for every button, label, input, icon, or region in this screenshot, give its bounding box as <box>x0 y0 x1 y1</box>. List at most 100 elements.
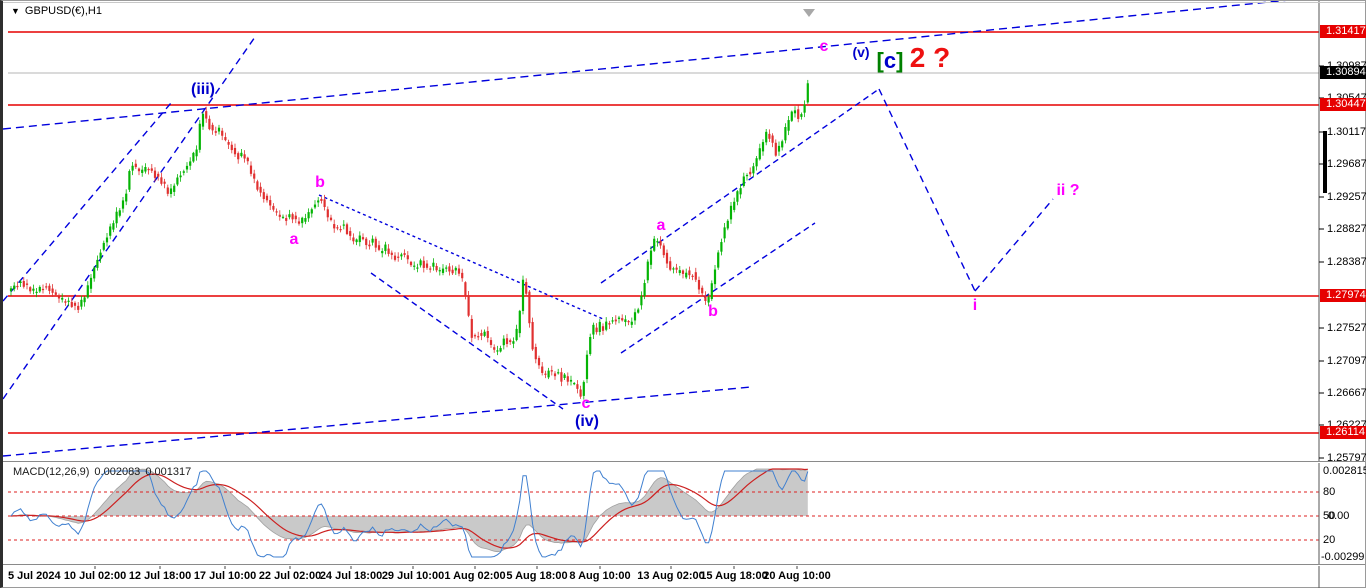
wave-label[interactable]: (v) <box>852 44 870 60</box>
candle-body <box>665 252 669 264</box>
trendline[interactable] <box>318 194 604 320</box>
candle-body <box>438 270 441 272</box>
candle-body <box>230 144 233 151</box>
candle-body <box>589 337 592 355</box>
candle-body <box>797 109 800 119</box>
trendline[interactable] <box>3 36 256 400</box>
wave-label-bracketed[interactable]: [c] <box>877 48 904 74</box>
trendline[interactable] <box>974 198 1054 292</box>
candle-body <box>793 110 797 114</box>
candle-body <box>121 200 125 209</box>
trendline[interactable] <box>370 272 564 410</box>
candle-body <box>547 370 550 378</box>
candle-body <box>355 239 358 243</box>
candle-body <box>182 171 185 173</box>
time-tick-label[interactable]: 17 Jul 10:00 <box>193 570 257 582</box>
candle-body <box>435 265 438 271</box>
candle-body <box>755 158 758 167</box>
candle-body <box>649 250 653 265</box>
current-price-badge: 1.30894 <box>1320 66 1366 79</box>
candle-body <box>105 237 109 243</box>
candle-body <box>531 322 534 350</box>
chart-canvas[interactable] <box>3 1 1366 588</box>
trendline[interactable] <box>3 102 172 302</box>
candle-body <box>653 238 656 251</box>
wave-label[interactable]: c <box>819 38 829 55</box>
pane-separator <box>3 2 1365 3</box>
candle-body <box>464 282 467 296</box>
price-tick-label: 1.26667 <box>1327 387 1366 399</box>
macd-name: MACD(12,26,9) <box>13 466 90 478</box>
time-tick-label[interactable]: 29 Jul 10:00 <box>381 570 445 582</box>
candle-body <box>96 259 99 268</box>
wave-label[interactable]: a <box>289 231 299 248</box>
trendline[interactable] <box>600 88 880 284</box>
candle-body <box>118 210 121 216</box>
candle-body <box>333 224 336 229</box>
trendline[interactable] <box>3 386 752 457</box>
time-tick-label[interactable]: 8 Aug 10:00 <box>569 570 631 582</box>
candle-body <box>35 291 38 294</box>
candle-body <box>390 252 393 255</box>
candle-body <box>573 383 576 385</box>
time-tick-label[interactable]: 5 Aug 18:00 <box>506 570 568 582</box>
candle-body <box>614 319 617 322</box>
candle-body <box>313 204 317 208</box>
bar-position-marker[interactable] <box>803 9 815 17</box>
trendline[interactable] <box>620 222 816 354</box>
candle-body <box>585 354 589 380</box>
candle-body <box>403 253 406 255</box>
candle-body <box>134 163 137 168</box>
candle-body <box>800 114 803 117</box>
wave-label[interactable]: b <box>315 174 325 191</box>
candle-body <box>256 181 259 190</box>
candle-body <box>621 318 624 321</box>
candle-body <box>729 205 733 220</box>
candle-body <box>326 209 329 218</box>
candle-body <box>272 205 275 210</box>
candle-body <box>675 267 678 270</box>
candle-body <box>787 120 790 131</box>
time-tick-label[interactable]: 13 Aug 02:00 <box>637 570 705 582</box>
axis-scroll-indicator[interactable] <box>1323 131 1327 193</box>
trendline[interactable] <box>878 88 976 292</box>
wave-label[interactable]: ii ? <box>1056 182 1080 199</box>
candle-body <box>80 299 83 307</box>
candle-body <box>160 177 163 184</box>
candle-body <box>518 310 521 334</box>
candle-body <box>307 212 310 219</box>
candle-body <box>54 292 57 295</box>
candlestick-series <box>9 79 809 400</box>
candle-body <box>397 256 400 258</box>
candle-body <box>185 165 189 170</box>
candle-body <box>710 283 713 299</box>
wave-label[interactable]: b <box>708 303 718 320</box>
candle-body <box>461 272 464 279</box>
symbol-dropdown-icon[interactable]: ▼ <box>11 6 20 16</box>
time-tick-label[interactable]: 12 Jul 18:00 <box>128 570 192 582</box>
time-tick-label[interactable]: 5 Jul 2024 <box>8 570 61 582</box>
wave-label[interactable]: c <box>581 395 591 412</box>
candle-body <box>67 300 70 302</box>
price-level-badge: 1.26114 <box>1320 426 1366 439</box>
candle-body <box>189 161 192 166</box>
time-tick-label[interactable]: 20 Aug 10:00 <box>763 570 831 582</box>
wave-label[interactable]: i <box>972 297 978 314</box>
candle-body <box>214 131 217 133</box>
trendline[interactable] <box>3 1 1299 130</box>
time-tick-label[interactable]: 1 Aug 02:00 <box>444 570 506 582</box>
time-tick-label[interactable]: 15 Aug 18:00 <box>700 570 768 582</box>
wave-label[interactable]: 2 ? <box>909 42 951 73</box>
time-tick-label[interactable]: 10 Jul 02:00 <box>63 570 127 582</box>
candle-body <box>553 373 557 377</box>
candle-body <box>22 281 25 287</box>
wave-label[interactable]: (iv) <box>575 413 599 430</box>
candle-body <box>150 168 153 171</box>
wave-label[interactable]: a <box>656 217 666 234</box>
time-tick-label[interactable]: 22 Jul 02:00 <box>258 570 322 582</box>
wave-label[interactable]: (iii) <box>191 81 215 98</box>
time-tick-label[interactable]: 24 Jul 18:00 <box>319 570 383 582</box>
candle-body <box>505 338 509 345</box>
candle-body <box>688 270 691 276</box>
candle-body <box>265 195 269 201</box>
